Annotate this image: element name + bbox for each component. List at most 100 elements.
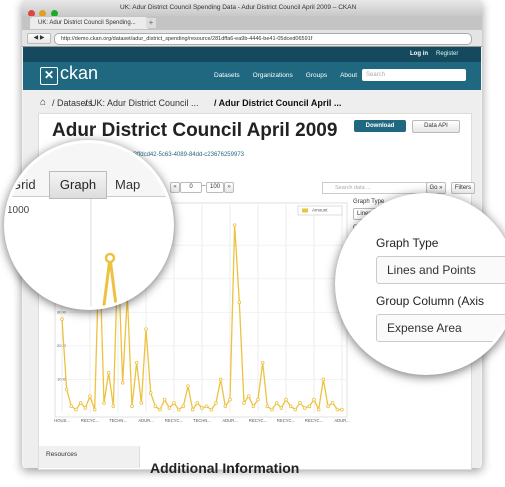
page-next[interactable]: » — [224, 182, 234, 193]
data-point — [265, 404, 270, 409]
resources-tab — [39, 446, 140, 468]
data-point — [316, 407, 321, 412]
data-point — [242, 401, 246, 405]
login[interactable]: Log in — [410, 51, 428, 57]
data-point — [223, 404, 228, 409]
x-tick-label: RECYC... — [81, 418, 99, 423]
data-point — [111, 404, 116, 409]
x-tick-label: ADUR... — [222, 418, 237, 423]
data-point — [120, 381, 125, 385]
data-point — [74, 407, 78, 412]
x-tick-label: ADUR... — [334, 418, 349, 423]
nav-link[interactable]: About — [340, 72, 358, 79]
data-point — [340, 407, 344, 412]
data-point — [204, 404, 209, 409]
register[interactable]: Register — [436, 51, 459, 57]
legend-swatch — [302, 208, 308, 213]
title-bar — [22, 0, 482, 16]
data-point — [167, 406, 172, 410]
x-tick-label: TECHN... — [193, 418, 211, 423]
data-point — [144, 327, 148, 331]
data-point — [237, 300, 242, 305]
data-point — [153, 404, 158, 409]
data-point — [83, 406, 88, 410]
nav-link[interactable]: Groups — [305, 72, 328, 79]
data-point — [176, 407, 181, 412]
zoom-tick-label: 1000 — [7, 205, 30, 216]
data-point — [279, 406, 284, 410]
page-to[interactable]: 100 — [206, 182, 224, 193]
new-tab[interactable]: + — [146, 18, 156, 28]
url-field[interactable]: http://demo.ckan.org/dataset/adur_distri… — [54, 33, 472, 45]
zoom-graph-type-select[interactable]: Lines and Points — [376, 256, 505, 284]
tab-graph[interactable]: Graph — [49, 171, 107, 199]
filters-button[interactable]: Filters — [451, 182, 475, 194]
home-icon[interactable]: ⌂ — [40, 97, 47, 108]
data-point — [200, 406, 204, 410]
data-point — [148, 391, 153, 395]
data-point — [69, 404, 74, 409]
resource-title: Adur District Council April 2009 — [52, 120, 338, 141]
data-point — [106, 370, 111, 375]
data-point — [288, 404, 293, 409]
data-point — [139, 401, 144, 405]
breadcrumb-datasets[interactable]: / Datasets — [52, 98, 93, 108]
nav: Datasets Organizations Groups About — [214, 72, 370, 79]
download-button[interactable]: Download — [354, 120, 406, 132]
data-point — [298, 401, 302, 405]
breadcrumb-parent[interactable]: / UK: Adur District Council ... — [85, 98, 199, 108]
data-point — [78, 401, 83, 405]
data-point — [321, 377, 326, 382]
data-point — [60, 317, 64, 321]
logo-icon: ✕ — [40, 67, 58, 85]
data-point — [335, 407, 340, 412]
legend-label: Amount — [312, 208, 328, 213]
data-point — [228, 397, 232, 402]
magnifier-right: Graph Type Lines and Points Group Column… — [335, 193, 505, 375]
data-api-button[interactable]: Data API — [412, 120, 460, 133]
zoom-group-column-select[interactable]: Expense Area — [376, 314, 505, 342]
tab-grid[interactable]: Grid — [11, 177, 36, 192]
data-point — [162, 397, 167, 402]
data-point — [256, 397, 260, 402]
page-from[interactable]: 0 — [180, 182, 202, 193]
zoom-graph-type-label: Graph Type — [376, 236, 439, 250]
logo[interactable]: ckan — [60, 63, 99, 83]
zoom-plot — [90, 199, 118, 307]
nav-link[interactable]: Datasets — [214, 72, 240, 79]
x-tick-label: RECYC... — [277, 418, 295, 423]
data-point — [218, 377, 223, 382]
magnifier-left: Grid Graph Map 1000 — [4, 140, 174, 310]
zoom-point — [104, 252, 116, 264]
data-point — [92, 407, 97, 412]
traffic-lights — [28, 4, 58, 22]
resource-url[interactable]: e/f/file/3ffdcd42-5c63-4089-84dd-c236762… — [116, 152, 244, 158]
additional-info-heading: Additional Information — [150, 460, 300, 476]
site-search[interactable]: Search — [362, 69, 466, 81]
x-tick-label: HOUS... — [54, 418, 70, 423]
legend-box — [297, 205, 343, 216]
browser-tab[interactable]: UK: Adur District Council Spending... — [30, 17, 148, 29]
data-point — [88, 394, 92, 399]
data-point — [270, 407, 274, 412]
data-point — [190, 407, 195, 412]
nav-buttons[interactable]: ◀ ▶ — [27, 33, 51, 44]
data-point — [130, 404, 134, 409]
data-point — [209, 407, 214, 412]
data-point — [302, 406, 307, 410]
data-point — [214, 401, 218, 405]
nav-link[interactable]: Organizations — [252, 72, 293, 79]
x-tick-label: RECYC... — [305, 418, 323, 423]
resources-heading[interactable]: Resources — [46, 451, 78, 458]
data-point — [172, 401, 176, 405]
tab-map[interactable]: Map — [115, 177, 141, 192]
data-point — [293, 407, 298, 412]
window-title: UK: Adur District Council Spending Data … — [120, 4, 357, 11]
data-point — [284, 397, 288, 402]
breadcrumb-current[interactable]: / Adur District Council April ... — [214, 98, 342, 108]
data-point — [195, 401, 200, 405]
data-point — [181, 404, 186, 409]
data-point — [186, 384, 190, 388]
